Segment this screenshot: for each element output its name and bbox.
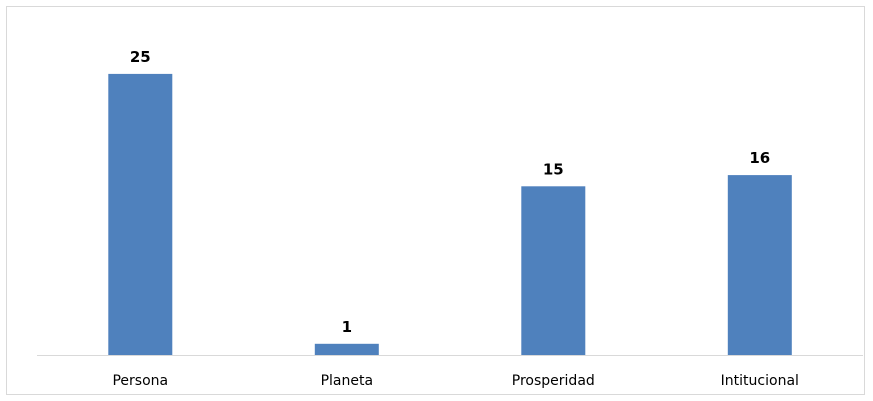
bars-group (108, 73, 792, 356)
bar-prosperidad (521, 186, 586, 355)
x-tick-labels-group: Persona Planeta Prosperidad Intitucional (112, 373, 798, 389)
data-label-persona: 25 (130, 48, 151, 66)
data-label-prosperidad: 15 (543, 160, 564, 178)
x-tick-label-persona: Persona (112, 373, 168, 389)
bar-persona (108, 73, 173, 356)
x-tick-label-intitucional: Intitucional (721, 373, 799, 389)
data-labels-group: 25 1 15 16 (130, 48, 770, 336)
x-tick-label-planeta: Planeta (321, 373, 373, 389)
data-label-intitucional: 16 (749, 149, 770, 167)
bar-planeta (314, 343, 379, 355)
x-tick-label-prosperidad: Prosperidad (512, 373, 595, 389)
bar-intitucional (727, 175, 792, 355)
data-label-planeta: 1 (342, 318, 352, 336)
